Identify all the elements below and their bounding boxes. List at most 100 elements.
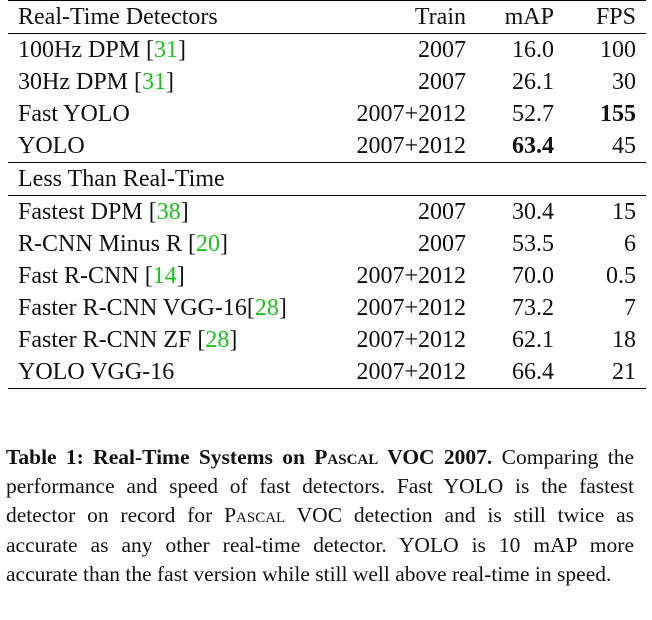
row-train-data: 2007+2012 — [356, 295, 466, 321]
cite-bracket: ] — [180, 199, 189, 225]
results-table-container: Real-Time Detectors Train mAP FPS 100Hz … — [8, 0, 646, 389]
row-map-value: 62.1 — [512, 327, 554, 353]
table-row: Fast R-CNN [14] 2007+2012 70.0 0.5 — [8, 260, 646, 292]
row-fps-value: 45 — [612, 133, 636, 159]
section-title: Less Than Real-Time — [8, 162, 646, 196]
method-name-text: Faster R-CNN ZF — [18, 327, 198, 353]
row-map-value: 53.5 — [512, 231, 554, 257]
caption-text-b: VOC detection and is still twice as accu… — [6, 503, 634, 586]
realtime-section: 100Hz DPM [31] 2007 16.0 100 30Hz DPM [31] 20… — [8, 33, 646, 163]
cite-bracket: ] — [278, 295, 287, 321]
row-method-name: Fast R-CNN [14] — [8, 260, 316, 292]
method-name-text: YOLO VGG-16 — [18, 359, 175, 385]
table-row: Fast YOLO 2007+2012 52.7 155 — [8, 98, 646, 130]
citation-link[interactable]: 31 — [142, 69, 167, 95]
row-method-name: YOLO — [8, 130, 316, 163]
method-name-text: Fastest DPM — [18, 199, 149, 225]
slow-section-heading: Less Than Real-Time — [8, 162, 646, 196]
caption-title: Real-Time Systems on Pascal VOC 2007. — [84, 445, 492, 469]
cite-bracket: [ — [188, 231, 197, 257]
header-train: Train — [316, 0, 466, 34]
row-map-value: 16.0 — [466, 33, 554, 66]
row-train-data: 2007+2012 — [356, 133, 466, 159]
table-caption: Table 1: Real-Time Systems on Pascal VOC… — [6, 443, 634, 589]
citation-link[interactable]: 38 — [156, 199, 181, 225]
method-name-text: 100Hz DPM — [18, 37, 147, 63]
results-table: Real-Time Detectors Train mAP FPS 100Hz … — [8, 0, 646, 389]
slow-section: Fastest DPM [38] 2007 30.4 15 R-CNN Minus R … — [8, 195, 646, 389]
table-row: YOLO 2007+2012 63.4 45 — [8, 130, 646, 163]
row-map-value: 26.1 — [512, 69, 554, 95]
table-row: 100Hz DPM [31] 2007 16.0 100 — [8, 33, 646, 66]
row-method-name: 30Hz DPM [31] — [8, 66, 316, 98]
cite-bracket: [ — [148, 199, 157, 225]
row-map-value: 66.4 — [466, 356, 554, 389]
row-fps-value: 15 — [554, 195, 646, 228]
row-train-data: 2007+2012 — [356, 327, 466, 353]
caption-label: Table 1: — [6, 445, 84, 469]
method-name-text: YOLO — [18, 133, 85, 159]
cite-bracket: [ — [197, 327, 206, 353]
row-fps-value: 100 — [554, 33, 646, 66]
row-fps-value: 30 — [612, 69, 636, 95]
table-row: R-CNN Minus R [20] 2007 53.5 6 — [8, 228, 646, 260]
row-map-value: 63.4 — [512, 133, 554, 159]
cite-bracket: ] — [220, 231, 229, 257]
header-map: mAP — [466, 0, 554, 34]
cite-bracket: [ — [246, 295, 255, 321]
row-map-value: 30.4 — [466, 195, 554, 228]
row-fps-value: 18 — [612, 327, 636, 353]
header-detectors: Real-Time Detectors — [8, 0, 316, 34]
caption-text-a: Comparing the performance and speed of f… — [6, 445, 634, 528]
row-fps-value: 21 — [554, 356, 646, 389]
row-method-name: Fastest DPM [38] — [8, 195, 316, 228]
caption-text-pascal: Pascal — [224, 503, 286, 528]
row-map-value: 70.0 — [512, 263, 554, 289]
row-method-name: Fast YOLO — [8, 98, 316, 130]
cite-bracket: ] — [176, 263, 185, 289]
method-name-text: R-CNN Minus R — [18, 231, 189, 257]
citation-link[interactable]: 20 — [196, 231, 221, 257]
row-fps-value: 7 — [624, 295, 636, 321]
cite-bracket: ] — [229, 327, 238, 353]
row-train-data: 2007 — [316, 195, 466, 228]
row-train-data: 2007+2012 — [356, 101, 466, 127]
row-map-value: 73.2 — [512, 295, 554, 321]
citation-link[interactable]: 28 — [205, 327, 230, 353]
row-train-data: 2007+2012 — [316, 356, 466, 389]
row-method-name: R-CNN Minus R [20] — [8, 228, 316, 260]
citation-link[interactable]: 28 — [254, 295, 279, 321]
row-method-name: Faster R-CNN ZF [28] — [8, 324, 316, 356]
row-train-data: 2007 — [418, 69, 466, 95]
method-name-text: Fast YOLO — [18, 101, 130, 127]
cite-bracket: [ — [134, 69, 143, 95]
method-name-text: 30Hz DPM — [18, 69, 135, 95]
method-name-text: Faster R-CNN VGG-16 — [18, 295, 247, 321]
row-method-name: YOLO VGG-16 — [8, 356, 316, 389]
table-row: Faster R-CNN VGG-16[28] 2007+2012 73.2 7 — [8, 292, 646, 324]
table-header-row: Real-Time Detectors Train mAP FPS — [8, 0, 646, 34]
caption-title-pascal: Pascal — [314, 445, 379, 469]
caption-title-a: Real-Time Systems on — [83, 445, 315, 469]
row-map-value: 52.7 — [512, 101, 554, 127]
row-train-data: 2007 — [316, 33, 466, 66]
citation-link[interactable]: 14 — [152, 263, 177, 289]
row-train-data: 2007+2012 — [356, 263, 466, 289]
row-method-name: Faster R-CNN VGG-16[28] — [8, 292, 316, 324]
table-row: YOLO VGG-16 2007+2012 66.4 21 — [8, 356, 646, 389]
cite-bracket: [ — [144, 263, 153, 289]
table-row: Faster R-CNN ZF [28] 2007+2012 62.1 18 — [8, 324, 646, 356]
row-method-name: 100Hz DPM [31] — [8, 33, 316, 66]
row-fps-value: 0.5 — [606, 263, 636, 289]
row-fps-value: 6 — [624, 231, 636, 257]
caption-title-b: VOC 2007. — [378, 445, 493, 469]
table-row: Fastest DPM [38] 2007 30.4 15 — [8, 195, 646, 228]
row-train-data: 2007 — [418, 231, 466, 257]
cite-bracket: [ — [146, 37, 155, 63]
row-fps-value: 155 — [600, 101, 636, 127]
cite-bracket: ] — [178, 37, 187, 63]
citation-link[interactable]: 31 — [154, 37, 179, 63]
header-fps: FPS — [554, 0, 646, 34]
section-title-row: Less Than Real-Time — [8, 162, 646, 196]
method-name-text: Fast R-CNN — [18, 263, 145, 289]
